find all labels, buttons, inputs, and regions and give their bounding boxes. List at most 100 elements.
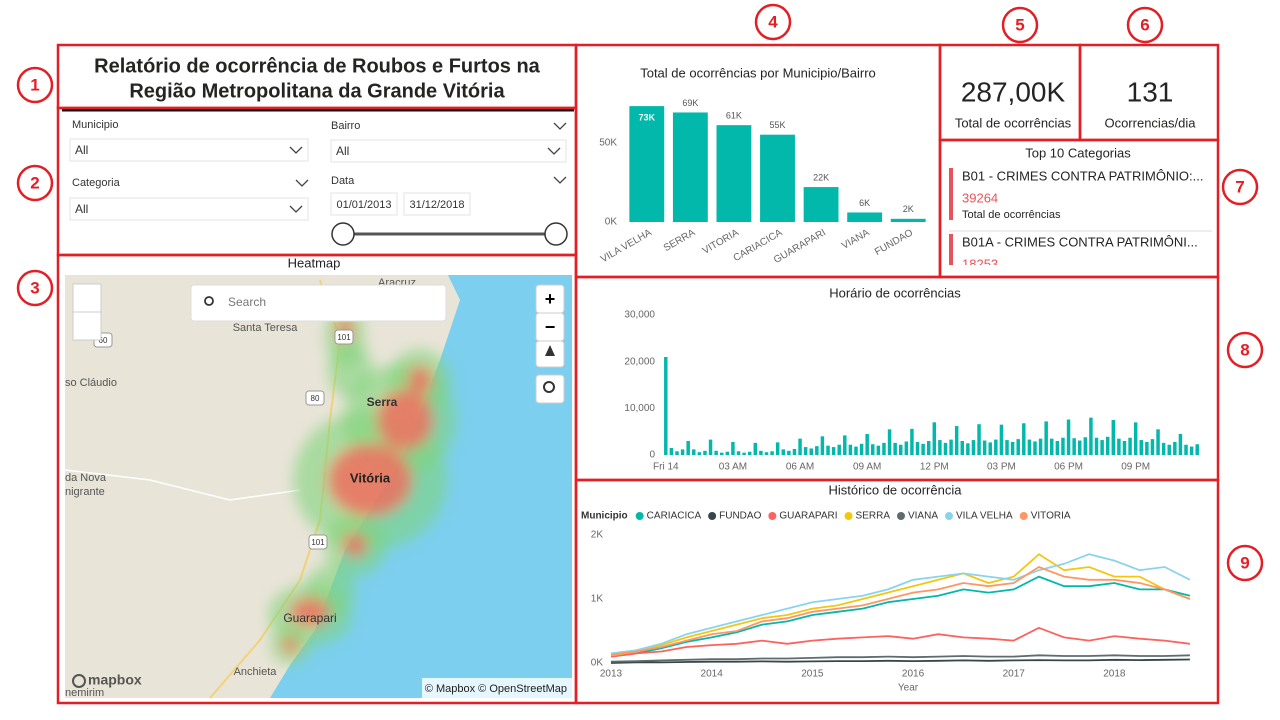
panel-border [574,478,1220,705]
bar [890,218,926,222]
bar [1044,421,1048,455]
date-slider-handle[interactable] [544,222,568,246]
date-start-input[interactable] [330,192,398,216]
bar [1133,422,1138,455]
bar [1055,441,1060,455]
bar [787,450,791,455]
legend-marker [768,512,777,520]
legend-label: GUARAPARI [779,511,837,522]
annotation-circle [754,3,792,41]
bar [720,452,724,455]
bar [954,426,959,455]
category-name: B01A - CRIMES CONTRA PATRIMÔNI... [962,234,1198,249]
top-categories-title: Top 10 Categorias [1025,145,1131,160]
bar [1184,444,1188,455]
bar [742,452,746,455]
bar [1195,444,1199,455]
bar [1189,446,1194,455]
bar [798,438,802,455]
annotation-circle [1001,6,1039,44]
x-tick-label: 03 PM [987,462,1016,473]
bar [820,436,825,455]
bar [697,452,702,455]
heat-core [290,598,330,626]
bar [1033,441,1037,455]
mapbox-logo-icon [72,674,86,688]
chart-title: Horário de ocorrências [829,285,961,300]
chevron [289,146,303,154]
bar [747,451,752,455]
bar [1016,439,1020,455]
chart-title: Histórico de ocorrência [829,482,963,497]
heat-core [408,366,432,394]
filter-dropdown[interactable] [69,138,309,162]
line-series [610,626,1191,658]
data-label: 61K [726,111,742,121]
bar [876,445,881,455]
line-series [610,553,1191,657]
heat-core [343,533,367,557]
bar [781,449,785,455]
filter-value: All [75,143,88,157]
map-tool-button[interactable] [72,311,102,341]
data-label: 55K [769,120,785,130]
date-slider-handle[interactable] [331,222,355,246]
bar [1072,438,1076,455]
bar [1083,437,1088,455]
bar [770,451,774,455]
date-end: 31/12/2018 [409,199,464,211]
bar [837,444,841,455]
line-series [610,658,1190,664]
bar [775,442,780,455]
bar [977,424,981,455]
bar [1010,441,1015,455]
road-number: 101 [311,538,325,547]
kpi-label: Ocorrencias/dia [1104,115,1196,130]
bar [815,446,819,455]
bar [904,441,909,455]
bar [854,446,858,455]
annotation-circle [1221,168,1259,206]
bar [971,440,976,455]
y-tick-label: 0K [591,658,604,669]
legend-marker [896,512,905,520]
annotation-circle [16,164,54,202]
x-tick-label: 2017 [1003,669,1026,680]
bar [871,444,875,455]
bar [949,439,953,455]
map-place-label: Santa Teresa [233,322,299,334]
x-tick-label: Fri 14 [653,462,679,473]
legend-label: VITORIA [1031,511,1071,522]
bar [848,444,853,455]
road-number: 101 [337,333,351,342]
locate-button[interactable] [535,374,565,404]
line-series [610,575,1191,658]
report-title: Relatório de ocorrência de Roubos e Furt… [94,55,541,77]
y-tick-label: 0K [605,217,618,228]
search-icon [204,296,214,306]
bar [1173,441,1177,455]
date-end-input[interactable] [403,192,471,216]
map-place-label: nemirim [65,687,104,699]
y-tick-label: 0 [649,450,655,461]
bar [675,451,679,455]
filter-dropdown[interactable] [69,197,309,221]
filter-value: All [75,202,88,216]
map-tool-button[interactable] [72,283,102,313]
x-tick-label: 2014 [701,669,724,680]
bar [1122,441,1127,455]
legend-marker [708,512,717,520]
bar [882,442,886,455]
annotation-circle [1126,6,1164,44]
bar [672,112,708,222]
annotation-number: 8 [1240,340,1249,359]
bar [708,439,713,455]
bar [792,448,797,455]
bar [999,424,1004,455]
filter-label: Municipio [72,119,118,131]
filter-dropdown[interactable] [330,139,567,163]
bar [1156,429,1160,455]
map-search[interactable] [190,284,447,322]
